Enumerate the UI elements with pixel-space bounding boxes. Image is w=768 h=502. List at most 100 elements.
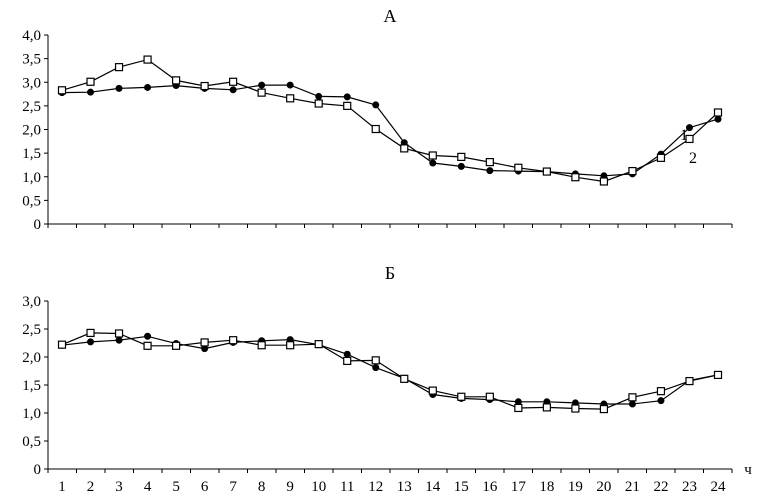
x-tick-label: 23	[682, 479, 697, 495]
series-2-point	[400, 144, 409, 153]
series-2-point	[542, 403, 551, 412]
series-2-point	[200, 81, 209, 91]
series-2-point	[428, 151, 437, 160]
series-1-point	[372, 101, 380, 109]
series-2-point	[428, 386, 437, 395]
series-1-point	[258, 81, 266, 89]
series-1-point	[87, 88, 95, 96]
y-tick-label: 2,0	[22, 123, 41, 139]
series-2-point	[114, 329, 124, 338]
x-tick-label: 13	[397, 479, 412, 495]
series-2-point	[485, 158, 494, 167]
series-2-point	[143, 341, 152, 350]
y-tick-label: 0,5	[22, 193, 41, 209]
series-1-point	[343, 350, 351, 358]
chart-title: Б	[385, 263, 395, 283]
series-2-point	[656, 153, 666, 162]
series-2-point	[143, 55, 152, 64]
series-2-point	[514, 163, 523, 172]
series-2-point	[571, 404, 580, 413]
series-2-point	[171, 76, 181, 85]
y-tick-label: 2,5	[22, 99, 41, 115]
chart-title: А	[384, 6, 397, 26]
series-2-point	[343, 356, 352, 366]
y-tick-label: 2,5	[22, 322, 41, 338]
y-tick-label: 3,0	[22, 75, 41, 91]
x-tick-label: 24	[711, 479, 727, 495]
series-label-2: 2	[689, 150, 697, 167]
x-tick-label: 21	[625, 479, 640, 495]
series-2-point	[628, 166, 637, 176]
x-tick-label: 7	[229, 479, 237, 495]
series-2-point	[229, 77, 238, 86]
x-tick-label: 4	[144, 479, 152, 495]
y-tick-label: 3,0	[22, 294, 41, 310]
series-1-point	[457, 162, 465, 170]
x-tick-label: 11	[340, 479, 354, 495]
x-tick-label: 19	[568, 479, 583, 495]
series-2-point	[685, 376, 694, 386]
x-axis-label: ч	[744, 462, 752, 478]
series-2-point	[571, 173, 580, 182]
series-label-1: 1	[680, 127, 688, 144]
series-2-point	[200, 338, 209, 347]
y-tick-label: 0	[34, 462, 42, 478]
x-tick-label: 3	[115, 479, 123, 495]
x-tick-label: 20	[596, 479, 611, 495]
series-1-point	[486, 167, 494, 175]
series-2-point	[314, 340, 323, 349]
series-2-point	[257, 88, 266, 97]
series-1-point	[628, 400, 636, 408]
series-2-point	[628, 393, 637, 402]
x-tick-label: 8	[258, 479, 266, 495]
series-1-point	[115, 336, 123, 344]
series-1-point	[372, 364, 380, 372]
series-2-point	[114, 63, 124, 72]
y-tick-label: 4,0	[22, 28, 41, 44]
y-tick-label: 1,0	[22, 170, 41, 186]
x-tick-label: 14	[425, 479, 441, 495]
series-2-point	[599, 177, 609, 186]
x-tick-label: 17	[511, 479, 527, 495]
series-2-point	[457, 392, 466, 401]
series-2-point	[400, 374, 409, 383]
series-2-point	[57, 340, 67, 349]
series-1-point	[144, 83, 152, 91]
x-tick-label: 16	[482, 479, 498, 495]
series-2-point	[542, 167, 551, 176]
series-line-2	[61, 332, 719, 410]
x-tick-label: 15	[454, 479, 469, 495]
series-1-point	[286, 81, 294, 89]
x-tick-label: 5	[172, 479, 180, 495]
series-line-2	[61, 58, 719, 183]
series-2-point	[514, 403, 523, 413]
series-2-point	[229, 336, 238, 345]
y-tick-label: 0	[34, 217, 42, 233]
series-2-point	[343, 101, 352, 110]
x-tick-label: 9	[286, 479, 294, 495]
x-tick-label: 1	[58, 479, 66, 495]
y-tick-label: 2,0	[22, 350, 41, 366]
series-2-point	[713, 108, 723, 117]
series-line-1	[61, 84, 719, 177]
series-1-point	[229, 86, 237, 94]
series-2-point	[86, 77, 95, 86]
x-tick-label: 18	[539, 479, 554, 495]
x-tick-label: 2	[87, 479, 95, 495]
series-1-point	[657, 397, 665, 405]
series-2-point	[485, 392, 494, 401]
x-tick-label: 22	[653, 479, 668, 495]
series-1-point	[343, 93, 351, 101]
y-tick-label: 1,5	[22, 378, 41, 394]
series-2-point	[656, 387, 666, 396]
x-tick-label: 6	[201, 479, 209, 495]
y-tick-label: 3,5	[22, 52, 41, 68]
series-1-point	[714, 115, 722, 123]
series-2-point	[57, 86, 67, 95]
series-line-1	[61, 335, 719, 405]
series-2-point	[257, 341, 266, 350]
series-2-point	[371, 124, 380, 134]
series-2-point	[86, 328, 95, 338]
series-1-point	[685, 124, 693, 132]
